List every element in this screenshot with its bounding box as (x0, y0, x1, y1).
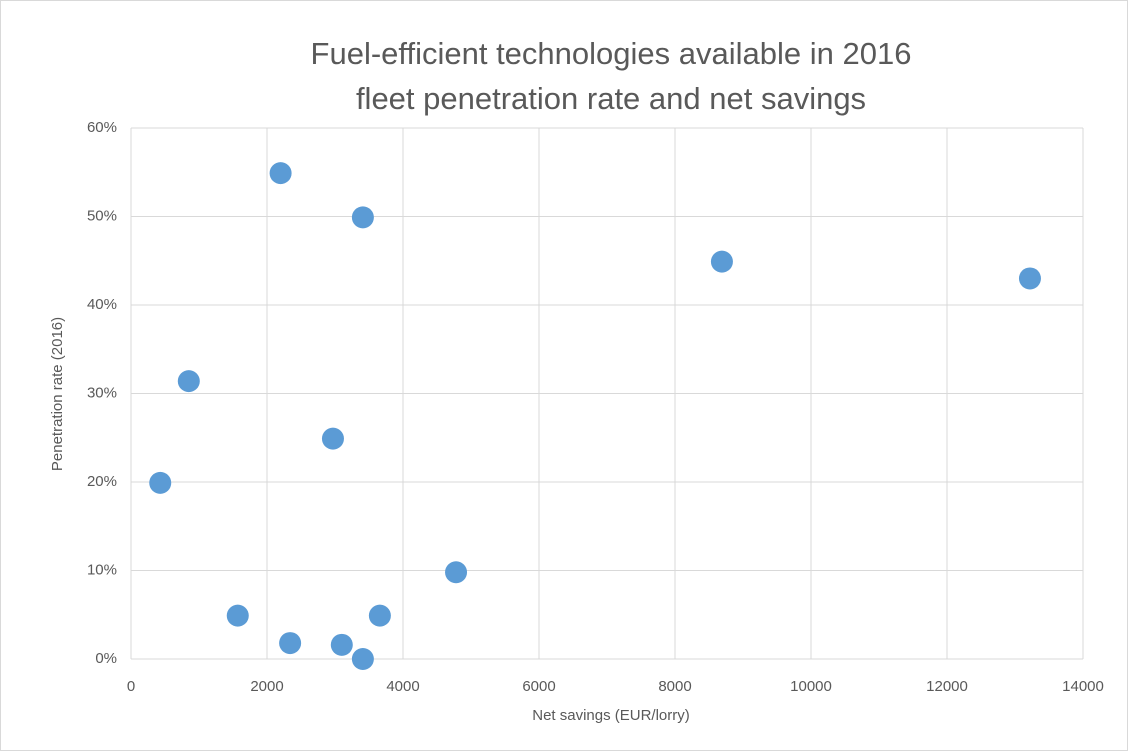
x-tick-label: 4000 (386, 678, 419, 695)
x-tick-label: 0 (127, 678, 135, 695)
y-tick-label: 50% (87, 207, 117, 224)
y-tick-label: 60% (87, 119, 117, 136)
data-point (279, 632, 302, 655)
x-axis-label: Net savings (EUR/lorry) (532, 707, 690, 724)
y-axis-label: Penetration rate (2016) (49, 317, 66, 471)
x-tick-label: 10000 (790, 678, 832, 695)
y-tick-label: 40% (87, 296, 117, 313)
chart-title: fleet penetration rate and net savings (356, 81, 866, 116)
data-point (368, 604, 391, 627)
y-tick-label: 30% (87, 384, 117, 401)
data-point (330, 633, 353, 656)
data-point (351, 648, 374, 670)
data-point (177, 370, 200, 393)
data-point (445, 561, 468, 584)
data-point (226, 604, 249, 627)
data-point (1018, 267, 1041, 290)
data-point (321, 427, 344, 450)
y-tick-label: 20% (87, 473, 117, 490)
data-point (149, 471, 172, 494)
x-tick-label: 8000 (658, 678, 691, 695)
data-point (269, 162, 292, 185)
x-tick-label: 14000 (1062, 678, 1104, 695)
x-tick-label: 6000 (522, 678, 555, 695)
y-tick-label: 10% (87, 561, 117, 578)
data-point (351, 206, 374, 229)
x-tick-label: 2000 (250, 678, 283, 695)
chart-title: Fuel-efficient technologies available in… (311, 36, 912, 71)
y-tick-label: 0% (95, 650, 117, 667)
data-point (710, 250, 733, 273)
x-tick-label: 12000 (926, 678, 968, 695)
